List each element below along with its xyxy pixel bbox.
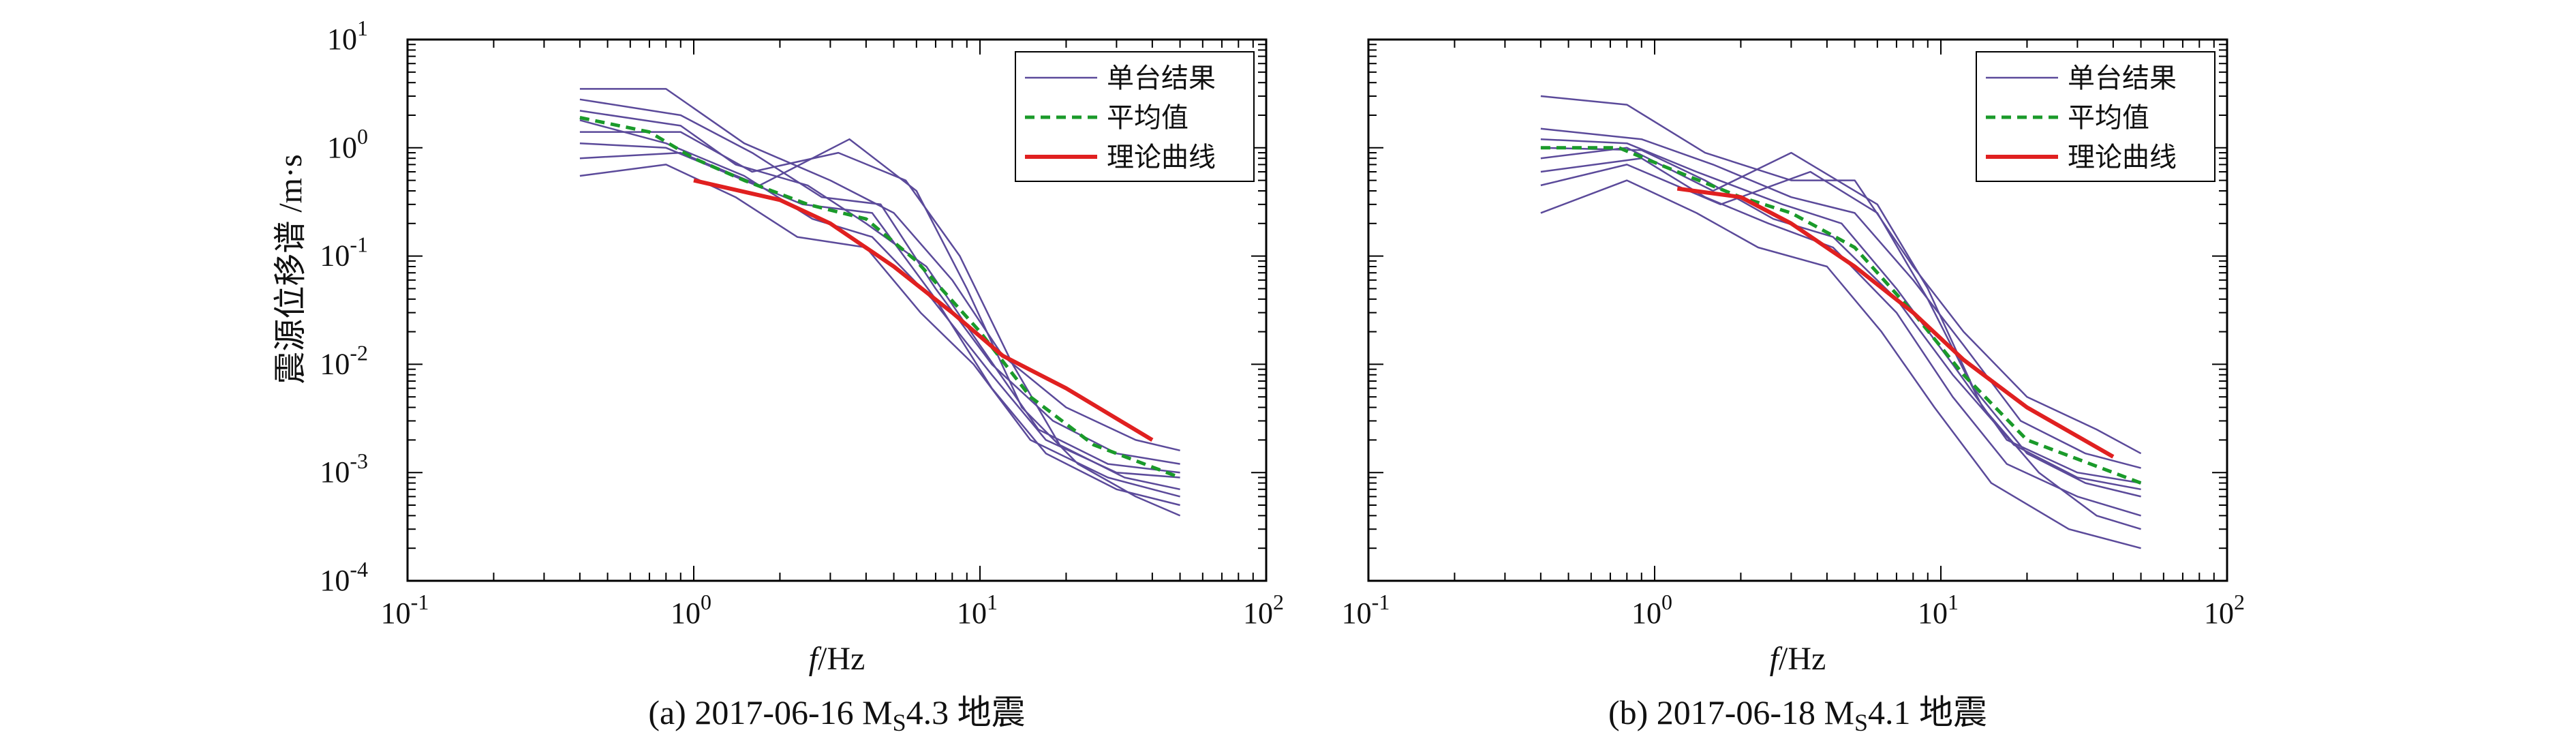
legend-entry: 平均值	[2068, 102, 2149, 134]
y-tick-label: 101	[327, 16, 368, 56]
y-tick-label: 10-1	[320, 232, 368, 273]
legend-box	[1976, 51, 2215, 182]
single-station-line	[579, 142, 1180, 506]
x-tick-label: 102	[1243, 590, 1284, 630]
y-tick-label: 10-2	[320, 340, 368, 380]
plot-area	[1540, 95, 2142, 549]
single-station-line	[1540, 147, 2141, 498]
x-axis-title: f/Hz	[809, 641, 865, 677]
legend-entry: 理论曲线	[1107, 142, 1216, 173]
y-axis-title: 震源位移谱 /m·s	[273, 154, 309, 384]
single-station-line	[1540, 179, 2141, 549]
legend-entry: 平均值	[1107, 102, 1189, 134]
legend-entry: 理论曲线	[2068, 142, 2177, 173]
y-tick-label: 10-3	[320, 449, 368, 489]
theory-line	[693, 178, 1154, 442]
single-station-line	[579, 88, 1180, 452]
single-station-line	[1540, 157, 2141, 517]
single-station-line	[1540, 138, 2141, 484]
panel-caption: (b) 2017-06-18 MS4.1 地震	[1608, 693, 1987, 736]
axes-frame	[406, 38, 1268, 582]
single-station-line	[579, 164, 1180, 498]
legend-entry: 单台结果	[1107, 63, 1216, 94]
mean-line	[579, 116, 1181, 479]
axes-frame	[1367, 38, 2228, 582]
legend-box	[1015, 51, 1255, 182]
panel-a: 10-1 100 101 102 10-4 10-3 10-2 10-1 100 101 单台结果平…	[320, 16, 1284, 736]
panel-caption: (a) 2017-06-16 MS4.3 地震	[648, 693, 1025, 736]
x-tick-label: 102	[2204, 590, 2245, 630]
plot-area	[579, 88, 1181, 517]
single-station-line	[1540, 147, 2141, 491]
x-tick-label: 100	[671, 590, 711, 630]
y-tick-label: 10-4	[320, 557, 368, 597]
theory-line	[1676, 186, 2115, 459]
single-station-line	[579, 138, 1181, 517]
single-station-line	[1540, 127, 2141, 469]
x-tick-label: 101	[957, 590, 998, 630]
single-station-line	[579, 131, 1180, 491]
mean-line	[1540, 146, 2142, 485]
x-axis-title: f/Hz	[1770, 641, 1826, 677]
x-tick-label: 10-1	[381, 590, 429, 630]
legend-entry: 单台结果	[2068, 63, 2177, 94]
single-station-line	[1540, 164, 2141, 530]
x-tick-label: 100	[1631, 590, 1672, 630]
x-tick-label: 101	[1918, 590, 1959, 630]
x-tick-label: 10-1	[1342, 590, 1390, 630]
y-tick-label: 100	[327, 124, 368, 164]
